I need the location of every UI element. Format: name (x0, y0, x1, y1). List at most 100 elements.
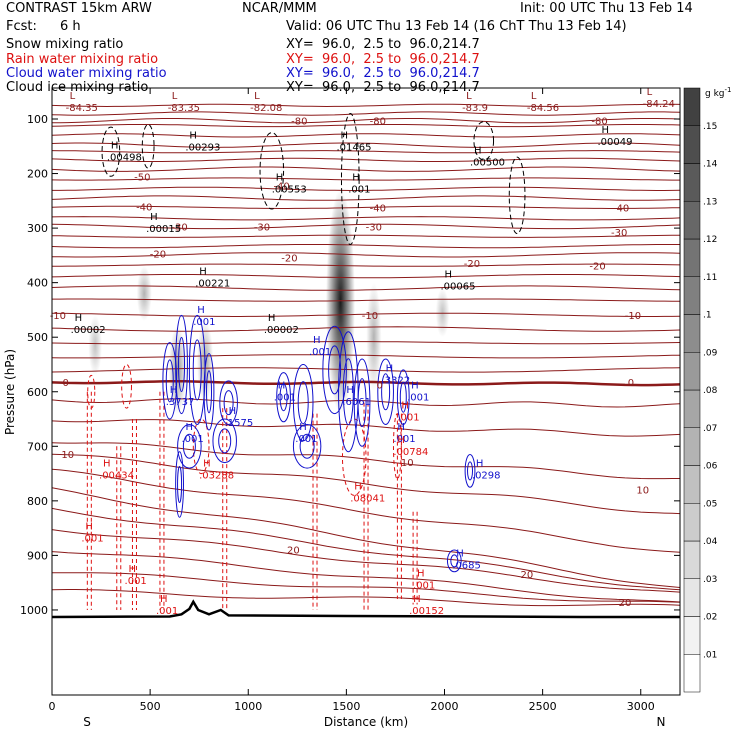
isotherm-7 (52, 157, 680, 162)
isotherm-warm-9 (52, 572, 680, 603)
high-marker-28: H (397, 435, 405, 446)
low-marker-0: L (70, 91, 76, 102)
isotherm-warm-8 (52, 551, 680, 603)
high-value-33: .001 (413, 580, 435, 591)
high-marker-25: H (103, 459, 111, 470)
isotherm-label-10: -30 (366, 222, 382, 233)
colorbar-label-5: .06 (703, 462, 718, 472)
y-tick-label-5: 600 (27, 386, 48, 399)
low-value-1: -83.35 (168, 103, 200, 114)
isotherm-15 (52, 234, 680, 238)
high-value-2: .01465 (336, 142, 371, 153)
y-axis-label: Pressure (hPa) (3, 349, 17, 435)
low-marker-1: L (172, 91, 178, 102)
cloud-contour-17 (175, 451, 184, 518)
high-marker-1: H (189, 130, 197, 141)
org-label: NCAR/MMM (242, 1, 317, 16)
x-tick-label-2: 1000 (234, 700, 262, 713)
x-axis-label: Distance (km) (324, 715, 408, 729)
high-value-4: .00049 (598, 137, 633, 148)
high-value-9: .00065 (441, 281, 476, 292)
fcst-value: 6 h (60, 19, 81, 34)
cloud-contour-inner-0 (165, 359, 174, 403)
high-value-22: .001 (393, 434, 415, 445)
isotherm-5 (52, 142, 680, 148)
high-marker-3: H (474, 146, 482, 157)
direction-south: S (83, 715, 91, 729)
snow-shade-1 (88, 315, 102, 376)
high-marker-2: H (340, 130, 348, 141)
cloud-contour-7 (322, 325, 347, 415)
high-marker-12: H (197, 305, 205, 316)
high-value-24: .0685 (452, 561, 481, 572)
colorbar-bin-11 (683, 238, 701, 277)
colorbar-bin-2 (683, 578, 701, 617)
colorbar-label-13: .14 (703, 160, 718, 170)
cloud-contour-inner-3 (206, 370, 212, 414)
isotherm-23 (52, 326, 680, 332)
colorbar-label-1: .02 (703, 613, 717, 623)
x-tick-label-1: 500 (140, 700, 161, 713)
ice-contour-0 (101, 126, 121, 177)
high-marker-22: H (397, 422, 405, 433)
high-marker-18: H (278, 381, 286, 392)
isotherm-warm-3 (52, 453, 680, 515)
low-value-0: -84.35 (66, 103, 98, 114)
high-marker-21: H (299, 422, 307, 433)
high-value-23: .0298 (472, 471, 501, 482)
isotherm-label-7: -40 (613, 203, 629, 214)
isotherm-22 (52, 312, 680, 317)
cloud-contour-inner-10 (381, 373, 391, 411)
y-tick-label-1: 200 (27, 168, 48, 181)
ice-contour-3 (340, 113, 360, 245)
fcst-label: Fcst: (6, 19, 37, 34)
cloud-contour-4 (219, 380, 238, 425)
cloud-contour-15 (464, 453, 476, 488)
colorbar-label-14: .15 (703, 122, 717, 132)
y-tick-label-9: 1000 (20, 604, 48, 617)
high-value-29: .001 (397, 412, 419, 423)
high-marker-4: H (602, 125, 610, 136)
colorbar-bin-3 (683, 540, 701, 579)
isotherm-warm-5 (52, 487, 680, 588)
colorbar-bin-6 (683, 427, 701, 466)
rain-contour-3 (159, 391, 165, 610)
high-value-31: .001 (125, 576, 147, 587)
rain-cell-4 (392, 413, 402, 480)
rain-cell-0 (87, 374, 96, 409)
colorbar-bin-12 (683, 201, 701, 240)
isotherm-label-22: 10 (61, 450, 74, 461)
legend-cloud-water: Cloud water mixing ratio (6, 66, 167, 81)
rain-cell-1 (121, 363, 132, 409)
isotherm-label-4: -40 (273, 182, 289, 193)
isotherm-label-26: 20 (521, 570, 534, 581)
high-value-26: .03288 (199, 471, 234, 482)
rain-contour-0 (86, 391, 92, 610)
colorbar-bin-5 (683, 465, 701, 504)
colorbar-label-12: .13 (703, 197, 717, 207)
cloud-contour-5 (276, 372, 291, 423)
isotherm-0 (52, 103, 680, 108)
cloud-contour-3 (203, 353, 215, 431)
isotherm-3 (52, 124, 680, 128)
isotherm-24 (52, 341, 680, 345)
cloud-contour-12 (177, 423, 202, 469)
isotherm-17 (52, 252, 680, 258)
cloud-contour-1 (175, 314, 188, 415)
high-value-18: .001 (274, 393, 296, 404)
colorbar-label-7: .08 (703, 386, 718, 396)
ice-contour-5 (508, 156, 526, 235)
isotherm-label-27: 20 (619, 598, 632, 609)
high-value-30: .001 (81, 533, 103, 544)
low-marker-3: L (466, 91, 472, 102)
cloud-contour-inner-15 (467, 461, 474, 481)
x-tick-label-5: 2500 (529, 700, 557, 713)
high-value-6: .001 (348, 184, 370, 195)
high-value-17: .6061 (342, 397, 371, 408)
cloud-contour-0 (162, 342, 178, 420)
isotherm-label-17: -10 (362, 311, 378, 322)
y-tick-label-6: 700 (27, 440, 48, 453)
isotherm-label-18: -10 (625, 311, 641, 322)
cloud-contour-14 (292, 423, 322, 469)
model-title: CONTRAST 15km ARW (6, 1, 152, 16)
